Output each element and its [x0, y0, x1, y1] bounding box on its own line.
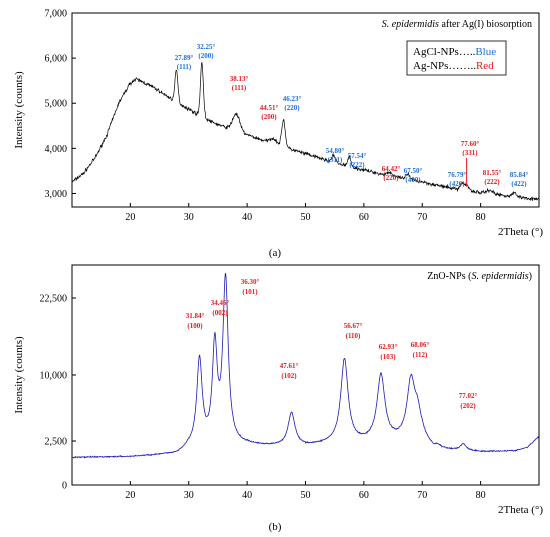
- xrd-spectrum-line: [72, 272, 540, 459]
- peak-hkl: (311): [328, 156, 343, 164]
- peak-hkl: (400): [405, 176, 421, 184]
- y-tick-label: 3,000: [45, 189, 68, 200]
- panel-b: 0 2,500 10,000 22,500 20 30 40 50 60 70 80 2Theta (…: [13, 264, 543, 516]
- legend-ag-color: Red: [476, 60, 494, 72]
- peak-label: 47.61°: [280, 362, 299, 370]
- peak-label: 36.30°: [241, 278, 260, 286]
- peak-hkl: (200): [198, 52, 214, 60]
- chart-title: ZnO-NPs (S. epidermidis): [427, 271, 532, 282]
- x-tick-label: 70: [417, 212, 427, 223]
- legend-agcl-prefix: AgCl-NPs…..: [413, 46, 476, 58]
- peak-hkl: (331): [462, 149, 478, 157]
- peak-hkl: (112): [413, 351, 428, 359]
- peak-label: 64.42°: [382, 165, 401, 173]
- peak-label: 77.60°: [461, 140, 480, 148]
- x-tick-label: 30: [184, 212, 194, 223]
- peak-hkl: (110): [346, 332, 361, 340]
- chart-title-italic: S. epidermidis: [382, 19, 439, 30]
- peak-label: 77.02°: [459, 392, 478, 400]
- y-tick-label: 22,500: [40, 294, 68, 305]
- x-tick-label: 20: [125, 490, 135, 501]
- peak-label: 46.23°: [283, 95, 302, 103]
- peak-hkl: (200): [261, 113, 277, 121]
- peak-label: 85.84°: [510, 171, 529, 179]
- peak-label: 76.79°: [448, 171, 467, 179]
- legend-agcl: AgCl-NPs…..Blue: [413, 46, 496, 58]
- peak-hkl: (220): [284, 104, 300, 112]
- y-tick-label: 10,000: [40, 371, 68, 382]
- chart-title-rest: after Ag(I) biosorption: [439, 19, 532, 30]
- peak-hkl: (222): [349, 161, 365, 169]
- peak-label: 56.67°: [344, 322, 363, 330]
- peak-label: 32.25°: [197, 43, 216, 51]
- x-tick-label: 50: [301, 490, 311, 501]
- legend-box: [406, 40, 507, 76]
- x-axis-label: 2Theta (°): [498, 226, 543, 238]
- peak-label: 57.54°: [348, 152, 367, 160]
- peak-label: 34.46°: [211, 299, 230, 307]
- y-tick-label: 6,000: [45, 54, 68, 65]
- panel-a: 3,000 4,000 5,000 6,000 7,000 20 30 40 50 60 70 80 2…: [13, 9, 543, 239]
- x-tick-label: 40: [242, 490, 252, 501]
- y-tick-label: 7,000: [45, 9, 68, 20]
- chart-title-plain: ZnO-NPs (: [427, 271, 472, 282]
- peak-label: 67.50°: [404, 167, 423, 175]
- peak-hkl: (103): [380, 353, 396, 361]
- legend-agcl-color: Blue: [475, 46, 496, 58]
- chart-title-italic: S. epidermidis: [471, 271, 528, 282]
- x-axis-label: 2Theta (°): [498, 504, 543, 516]
- y-axis-label: Intensity (counts): [13, 336, 25, 414]
- x-tick-label: 50: [301, 212, 311, 223]
- x-tick-label: 60: [359, 490, 369, 501]
- chart-title: S. epidermidis after Ag(I) biosorption: [382, 19, 532, 30]
- peak-hkl: (420): [449, 180, 465, 188]
- panel-b-label: (b): [269, 521, 282, 533]
- peak-hkl: (220): [383, 174, 399, 182]
- peak-hkl: (111): [177, 63, 192, 71]
- y-axis-label: Intensity (counts): [13, 71, 25, 149]
- chart-title-end: ): [529, 271, 532, 282]
- x-tick-label: 80: [476, 490, 486, 501]
- peak-label: 68.06°: [411, 341, 430, 349]
- peak-hkl: (111): [232, 84, 247, 92]
- xrd-spectrum-line: [71, 62, 540, 202]
- plot-frame: [71, 264, 540, 486]
- legend-ag: Ag-NPs……..Red: [413, 60, 494, 72]
- x-tick-label: 70: [417, 490, 427, 501]
- peak-hkl: (100): [187, 322, 203, 330]
- x-tick-label: 80: [476, 212, 486, 223]
- x-tick-label: 30: [184, 490, 194, 501]
- peak-hkl: (002): [212, 309, 228, 317]
- y-tick-label: 5,000: [45, 99, 68, 110]
- peak-hkl: (102): [281, 372, 297, 380]
- peak-hkl: (222): [484, 178, 500, 186]
- peak-hkl: (422): [511, 180, 527, 188]
- peak-label: 62.93°: [379, 343, 398, 351]
- legend-ag-prefix: Ag-NPs……..: [413, 60, 476, 72]
- peak-label: 54.80°: [326, 147, 345, 155]
- peak-label: 81.55°: [483, 169, 502, 177]
- y-tick-label: 0: [62, 481, 67, 492]
- peak-hkl: (202): [460, 402, 476, 410]
- x-tick-label: 60: [359, 212, 369, 223]
- peak-label: 44.51°: [260, 104, 279, 112]
- y-tick-label: 4,000: [45, 144, 68, 155]
- peak-label: 31.84°: [186, 312, 205, 320]
- x-tick-label: 20: [125, 212, 135, 223]
- peak-label: 38.13°: [230, 75, 249, 83]
- peak-hkl: (101): [242, 288, 258, 296]
- panel-a-label: (a): [269, 247, 282, 259]
- peak-label: 27.89°: [175, 54, 194, 62]
- x-tick-label: 40: [242, 212, 252, 223]
- y-tick-label: 2,500: [45, 437, 68, 448]
